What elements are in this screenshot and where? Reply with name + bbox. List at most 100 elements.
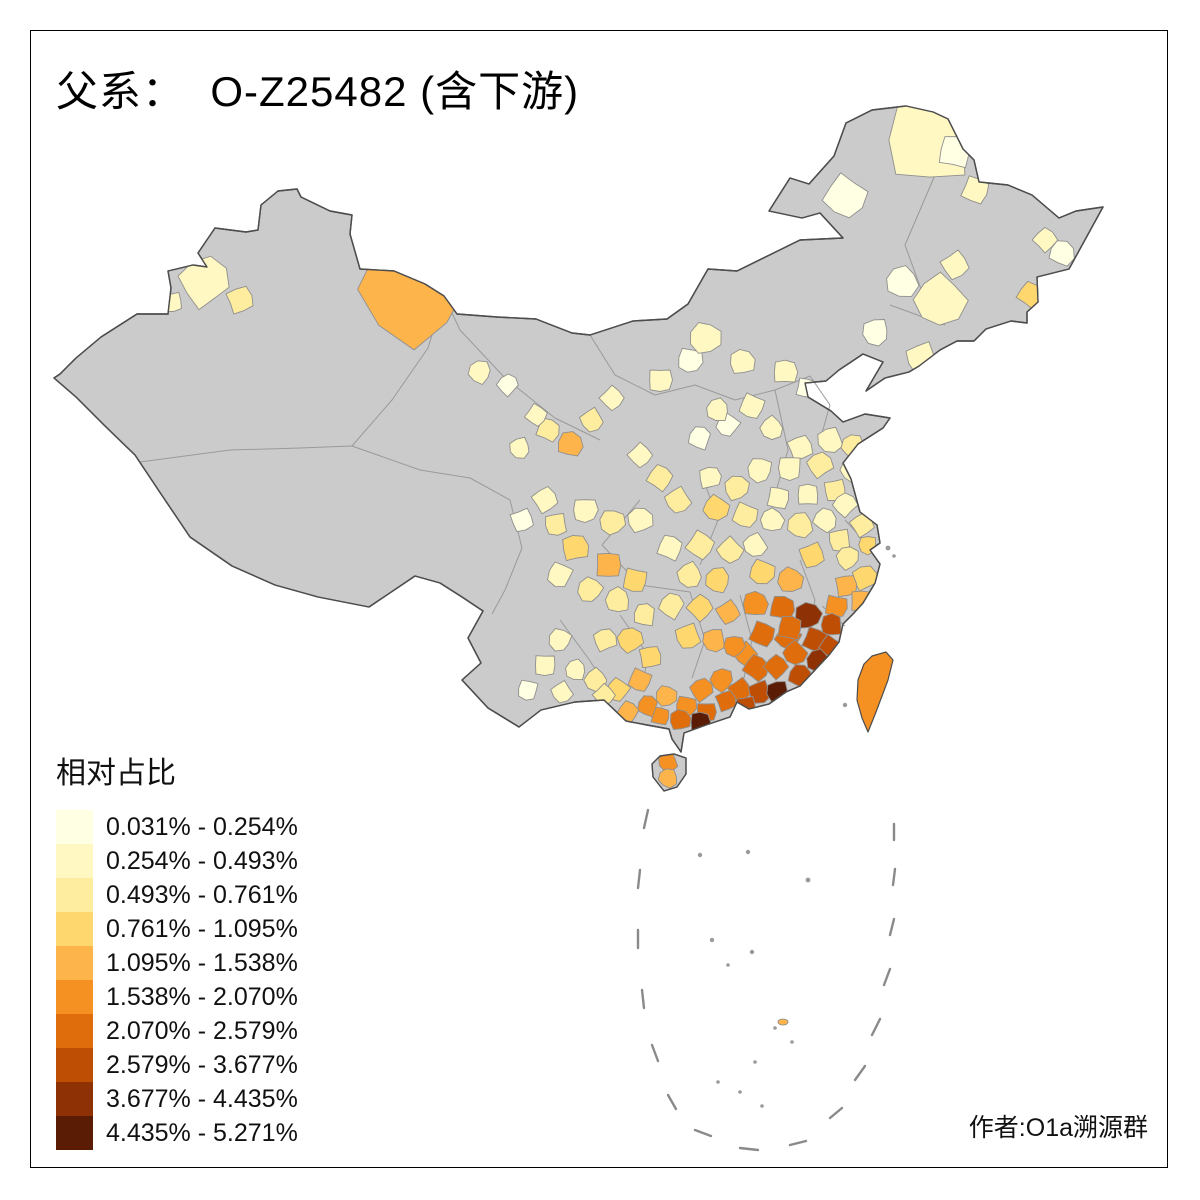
map-region xyxy=(657,592,685,621)
legend-item: 4.435% - 5.271% xyxy=(56,1116,298,1150)
map-region xyxy=(738,392,766,419)
map-region xyxy=(886,265,920,298)
map-region xyxy=(674,622,702,649)
map-region xyxy=(823,478,846,501)
legend-label: 1.538% - 2.070% xyxy=(106,982,298,1011)
legend-label: 0.254% - 0.493% xyxy=(106,846,298,875)
map-region xyxy=(735,695,756,716)
map-region xyxy=(714,689,737,713)
map-region xyxy=(592,628,618,653)
map-region xyxy=(530,485,559,515)
legend-item: 0.254% - 0.493% xyxy=(56,844,298,878)
map-region xyxy=(821,172,869,219)
map-region xyxy=(598,384,625,412)
legend: 相对占比 0.031% - 0.254% 0.254% - 0.493% 0.493… xyxy=(56,748,298,1150)
map-region xyxy=(782,639,809,665)
map-region xyxy=(778,457,801,481)
map-region xyxy=(817,426,844,453)
map-region xyxy=(578,406,604,433)
legend-label: 0.031% - 0.254% xyxy=(106,812,298,841)
map-region xyxy=(565,658,586,681)
taiwan-island-shape xyxy=(856,651,894,733)
map-region xyxy=(742,590,769,616)
legend-swatch xyxy=(56,878,93,912)
map-region xyxy=(831,492,859,519)
map-region xyxy=(715,535,745,564)
map-region xyxy=(723,636,747,658)
map-region xyxy=(649,369,673,392)
map-region xyxy=(467,360,491,386)
map-region xyxy=(523,402,548,427)
coastline-overlay xyxy=(53,105,1104,792)
prefecture-choropleth-layer xyxy=(161,106,1075,789)
map-region xyxy=(509,507,535,533)
map-region xyxy=(645,463,674,493)
map-region xyxy=(545,512,568,536)
map-region xyxy=(759,507,786,532)
legend-label: 0.493% - 0.761% xyxy=(106,880,298,909)
south-china-sea-islands xyxy=(636,545,897,1152)
legend-item: 0.493% - 0.761% xyxy=(56,878,298,912)
map-region xyxy=(690,711,712,731)
legend-swatch xyxy=(56,1116,93,1150)
colored-islet xyxy=(777,1018,789,1026)
map-region xyxy=(820,612,842,636)
map-region xyxy=(742,531,769,557)
map-region xyxy=(604,585,629,613)
map-region xyxy=(705,567,729,594)
map-region xyxy=(709,668,733,694)
map-region xyxy=(938,136,971,169)
map-region xyxy=(748,620,776,648)
map-region xyxy=(699,466,722,490)
map-region xyxy=(638,646,662,669)
map-region xyxy=(835,546,859,571)
map-region xyxy=(562,535,590,562)
map-region xyxy=(547,561,574,588)
map-region xyxy=(656,534,683,562)
legend-item: 1.538% - 2.070% xyxy=(56,980,298,1014)
map-region xyxy=(912,271,969,326)
map-region xyxy=(762,653,790,681)
map-region xyxy=(777,615,802,641)
map-region xyxy=(596,552,622,577)
map-region xyxy=(676,560,702,588)
map-region xyxy=(225,285,254,315)
legend-swatch xyxy=(56,912,93,946)
map-region xyxy=(663,485,693,514)
map-region xyxy=(669,709,692,730)
map-region xyxy=(769,595,795,621)
legend-items: 0.031% - 0.254% 0.254% - 0.493% 0.493% - 0… xyxy=(56,810,298,1150)
map-region xyxy=(689,322,722,354)
map-region xyxy=(627,507,654,534)
legend-title: 相对占比 xyxy=(56,757,176,790)
map-region xyxy=(706,397,728,422)
map-region xyxy=(657,768,677,789)
map-region xyxy=(626,441,654,469)
legend-item: 0.031% - 0.254% xyxy=(56,810,298,844)
map-region xyxy=(939,249,970,281)
map-region xyxy=(759,414,784,441)
map-region xyxy=(797,483,819,505)
legend-swatch xyxy=(56,1048,93,1082)
legend-label: 2.070% - 2.579% xyxy=(106,1016,298,1045)
map-region xyxy=(573,499,599,523)
legend-item: 2.579% - 3.677% xyxy=(56,1048,298,1082)
map-region xyxy=(550,679,575,704)
attribution: 作者:O1a溯源群 xyxy=(968,1114,1148,1142)
map-region xyxy=(811,507,837,534)
map-region xyxy=(798,541,825,569)
legend-swatch xyxy=(56,946,93,980)
map-region xyxy=(655,685,678,707)
map-region xyxy=(685,593,714,623)
legend-label: 2.579% - 3.677% xyxy=(106,1050,298,1079)
legend-item: 2.070% - 2.579% xyxy=(56,1014,298,1048)
legend-item: 3.677% - 4.435% xyxy=(56,1082,298,1116)
map-region xyxy=(616,627,645,655)
map-region xyxy=(787,512,814,539)
map-region xyxy=(773,359,799,383)
map-region xyxy=(548,628,573,652)
map-region xyxy=(786,434,814,462)
legend-swatch xyxy=(56,1082,93,1116)
map-region xyxy=(518,679,539,701)
